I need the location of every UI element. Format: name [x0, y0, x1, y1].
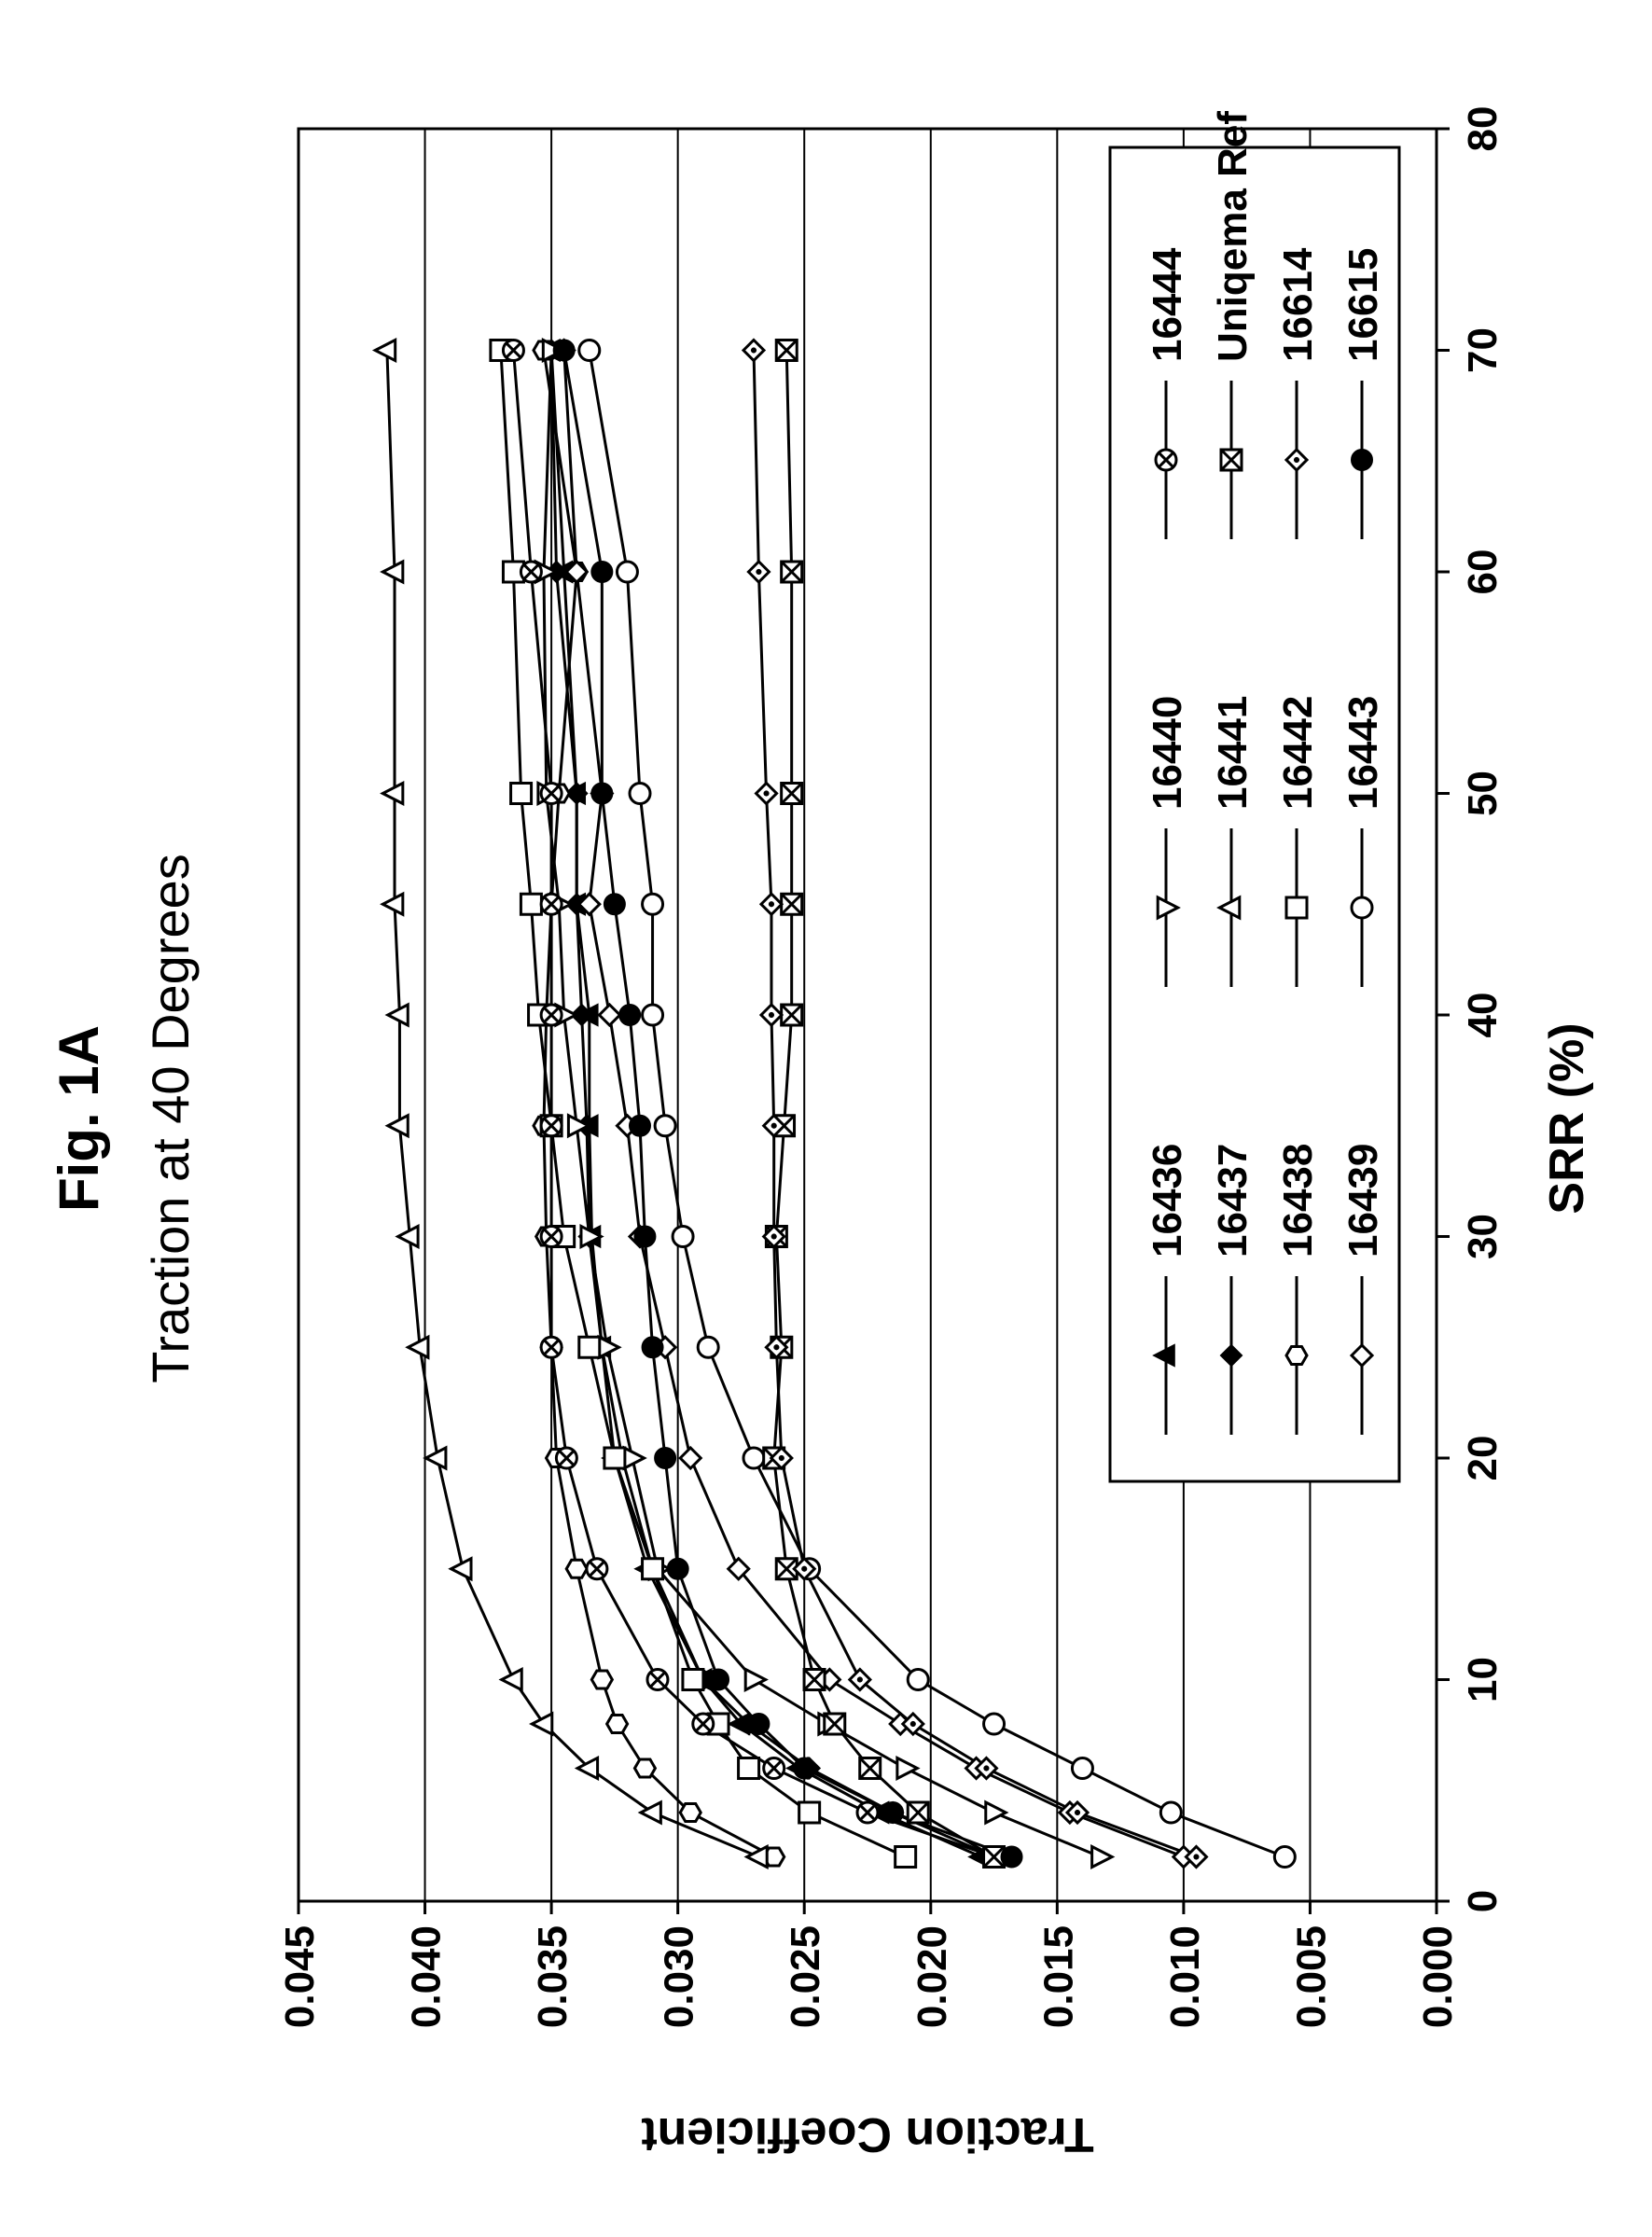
- svg-text:10: 10: [1460, 1657, 1506, 1702]
- svg-text:16440: 16440: [1145, 696, 1190, 810]
- svg-text:16438: 16438: [1275, 1144, 1321, 1257]
- svg-text:0.045: 0.045: [277, 1925, 323, 2028]
- svg-text:16439: 16439: [1340, 1144, 1386, 1257]
- page: Fig. 1A Traction at 40 Degrees Traction …: [0, 0, 1652, 2237]
- svg-text:50: 50: [1460, 771, 1506, 816]
- svg-text:0: 0: [1460, 1890, 1506, 1912]
- svg-text:16444: 16444: [1145, 247, 1190, 362]
- svg-text:60: 60: [1460, 549, 1506, 595]
- svg-text:20: 20: [1460, 1436, 1506, 1481]
- svg-text:16441: 16441: [1210, 696, 1256, 810]
- svg-text:16436: 16436: [1145, 1144, 1190, 1257]
- svg-text:0.000: 0.000: [1415, 1925, 1461, 2028]
- svg-text:80: 80: [1460, 106, 1506, 152]
- svg-text:16443: 16443: [1340, 696, 1386, 810]
- svg-text:30: 30: [1460, 1214, 1506, 1259]
- svg-text:0.020: 0.020: [909, 1925, 955, 2028]
- chart-plot-area: 0.000 0.005 0.010 0.015 0.020 0.025 0.030 0.035…: [0, 0, 1652, 2237]
- svg-text:16437: 16437: [1210, 1144, 1256, 1257]
- svg-text:40: 40: [1460, 993, 1506, 1038]
- chart-frame: Fig. 1A Traction at 40 Degrees Traction …: [0, 0, 1652, 2237]
- svg-text:16615: 16615: [1340, 248, 1386, 362]
- svg-text:0.015: 0.015: [1035, 1925, 1081, 2028]
- svg-text:Uniqema Ref: Uniqema Ref: [1210, 111, 1256, 362]
- svg-text:0.040: 0.040: [404, 1925, 450, 2028]
- svg-text:16614: 16614: [1275, 247, 1321, 362]
- svg-text:0.035: 0.035: [530, 1925, 576, 2028]
- svg-text:0.010: 0.010: [1162, 1925, 1208, 2028]
- svg-text:0.005: 0.005: [1288, 1925, 1334, 2028]
- svg-text:70: 70: [1460, 327, 1506, 373]
- svg-text:0.030: 0.030: [657, 1925, 702, 2028]
- svg-text:16442: 16442: [1275, 696, 1321, 810]
- svg-text:0.025: 0.025: [783, 1925, 828, 2028]
